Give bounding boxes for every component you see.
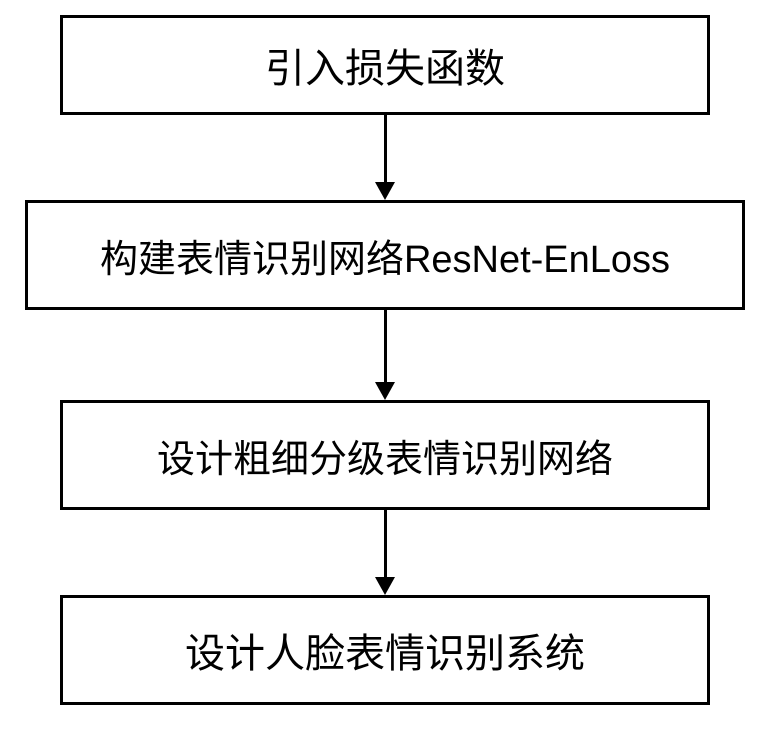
node-label: 引入损失函数 (265, 36, 505, 94)
flowchart-arrow-3 (375, 510, 395, 595)
arrow-line (384, 510, 387, 577)
arrow-line (384, 115, 387, 182)
flowchart-node-3: 设计粗细分级表情识别网络 (60, 400, 710, 510)
flowchart-container: 引入损失函数 构建表情识别网络ResNet-EnLoss 设计粗细分级表情识别网… (25, 15, 745, 705)
arrow-head-icon (375, 577, 395, 595)
arrow-head-icon (375, 382, 395, 400)
node-label: 构建表情识别网络ResNet-EnLoss (100, 228, 670, 283)
flowchart-arrow-1 (375, 115, 395, 200)
arrow-head-icon (375, 182, 395, 200)
flowchart-node-2: 构建表情识别网络ResNet-EnLoss (25, 200, 745, 310)
flowchart-node-4: 设计人脸表情识别系统 (60, 595, 710, 705)
node-label: 设计人脸表情识别系统 (185, 621, 585, 679)
flowchart-node-1: 引入损失函数 (60, 15, 710, 115)
arrow-line (384, 310, 387, 382)
flowchart-arrow-2 (375, 310, 395, 400)
node-label: 设计粗细分级表情识别网络 (157, 428, 613, 483)
